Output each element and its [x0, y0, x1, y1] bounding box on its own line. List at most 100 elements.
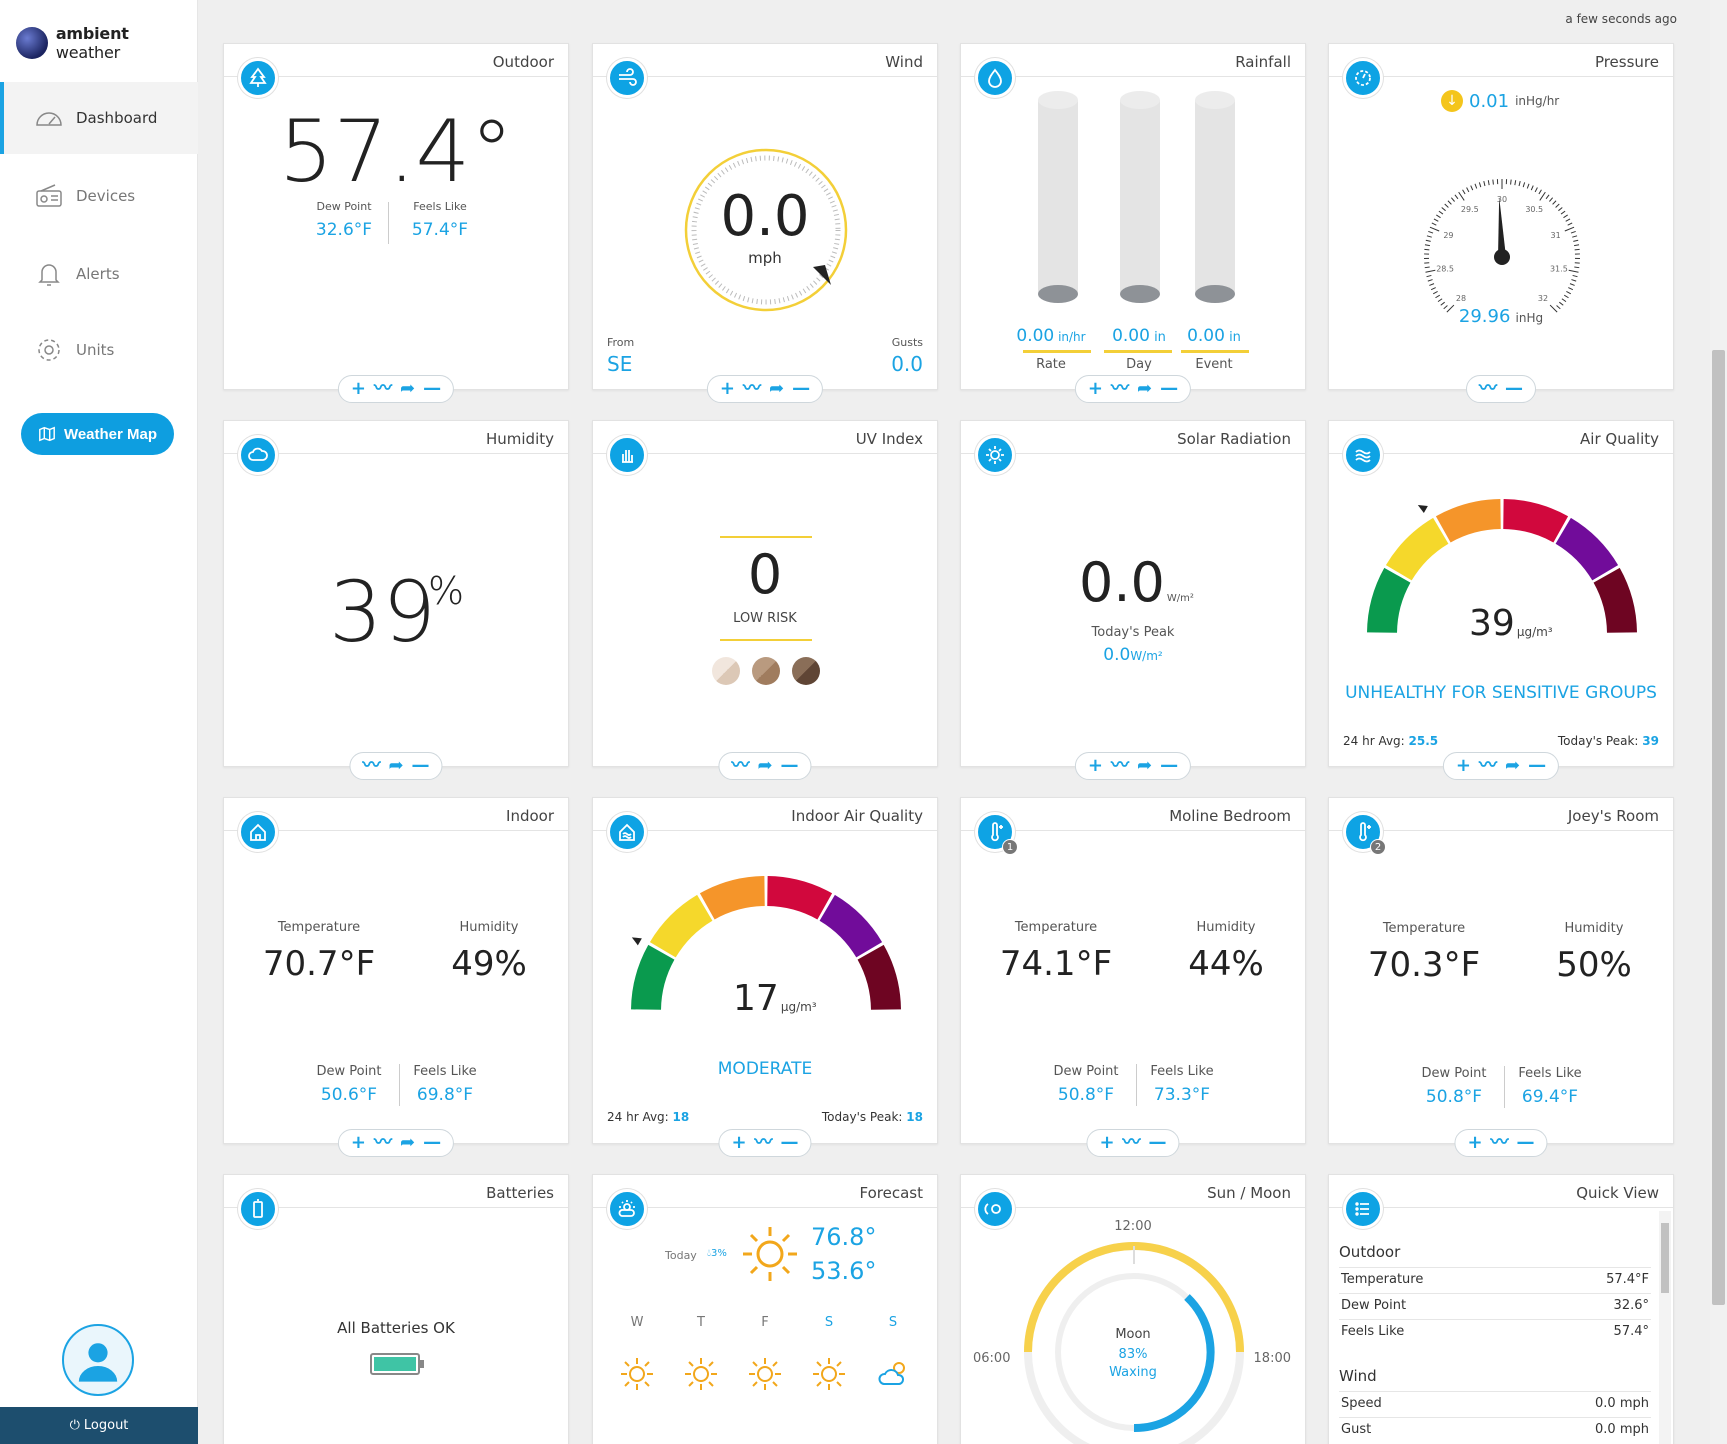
- air-quality-card: Air Quality 39 µg/m³ UNHEALTHY FOR SENSIT…: [1328, 420, 1674, 780]
- forecast-high: 76.8°: [811, 1223, 877, 1251]
- add-icon[interactable]: +: [719, 378, 735, 399]
- uv-card: UV Index 0 LOW RISK 〰 ➦ —: [592, 420, 938, 780]
- minimize-icon[interactable]: —: [1505, 378, 1523, 399]
- rate-gauge: [1038, 91, 1078, 303]
- divider: [399, 1064, 400, 1106]
- add-icon[interactable]: +: [1467, 1132, 1483, 1153]
- card-title: Outdoor: [492, 53, 554, 71]
- share-icon[interactable]: ➦: [400, 378, 416, 399]
- page-scrollbar[interactable]: [1710, 0, 1727, 1444]
- batteries-card: Batteries All Batteries OK: [223, 1174, 569, 1444]
- gauge-segment: [1367, 567, 1411, 634]
- chart-icon[interactable]: 〰: [1479, 378, 1497, 399]
- gauge-tick-label: 30: [1497, 195, 1507, 204]
- add-icon[interactable]: +: [1455, 755, 1471, 776]
- minimize-icon[interactable]: —: [780, 755, 799, 776]
- iaq-avg: 24 hr Avg: 18: [607, 1110, 689, 1124]
- chart-icon[interactable]: 〰: [374, 1132, 392, 1153]
- share-icon[interactable]: ➦: [388, 755, 404, 776]
- feels-like-label: Feels Like: [413, 1064, 477, 1079]
- minimize-icon[interactable]: —: [1160, 755, 1179, 776]
- uv-bottom-bar: [720, 639, 812, 641]
- chart-icon[interactable]: 〰: [1479, 755, 1497, 776]
- chart-icon[interactable]: 〰: [1122, 1132, 1141, 1153]
- solar-unit: W/m²: [1166, 593, 1194, 604]
- minimize-icon[interactable]: —: [1516, 1132, 1535, 1153]
- solar-peak: 0.0W/m²: [961, 645, 1305, 665]
- chart-icon[interactable]: 〰: [731, 755, 750, 776]
- gauge-segment: [819, 894, 883, 958]
- user-avatar[interactable]: [62, 1324, 134, 1396]
- iaq-peak-label: Today's Peak:: [821, 1110, 903, 1124]
- sidebar-item-devices[interactable]: Devices: [0, 160, 198, 232]
- sun-moon-dial: [1024, 1242, 1244, 1444]
- add-icon[interactable]: +: [350, 1132, 366, 1153]
- share-icon[interactable]: ➦: [769, 378, 785, 399]
- card-title: Moline Bedroom: [1169, 807, 1291, 825]
- chart-icon[interactable]: 〰: [754, 1132, 773, 1153]
- dew-point-label: Dew Point: [316, 200, 372, 213]
- share-icon[interactable]: ➦: [400, 1132, 416, 1153]
- share-icon[interactable]: ➦: [1137, 378, 1153, 399]
- air-value: 39: [1469, 603, 1515, 644]
- share-icon[interactable]: ➦: [757, 755, 773, 776]
- pressure-gauge: 28 28.5 29 29.5 30 30.5 31 31.5 32: [1424, 179, 1580, 313]
- rain-rate-unit: in/hr: [1054, 330, 1086, 344]
- gauge-tick: [1563, 294, 1569, 299]
- gauge-tick: [1571, 279, 1577, 282]
- minimize-icon[interactable]: —: [423, 1132, 442, 1153]
- air-quality-gauge: [1367, 499, 1637, 634]
- minimize-icon[interactable]: —: [1528, 755, 1547, 776]
- card-controls: + 〰 ➦ —: [1442, 752, 1560, 780]
- sidebar-item-alerts[interactable]: Alerts: [0, 238, 198, 310]
- page-scrollbar-thumb[interactable]: [1712, 350, 1725, 1305]
- chart-icon[interactable]: 〰: [374, 378, 392, 399]
- minimize-icon[interactable]: —: [780, 1132, 799, 1153]
- add-icon[interactable]: +: [350, 378, 366, 399]
- brand-logo[interactable]: ambient weather: [16, 24, 197, 62]
- outdoor-card: Outdoor 57.4° Dew Point 32.6°F Feels Lik…: [223, 43, 569, 403]
- scrollbar-thumb[interactable]: [1661, 1223, 1669, 1293]
- card-title: Indoor Air Quality: [791, 807, 923, 825]
- chart-icon[interactable]: 〰: [1111, 378, 1129, 399]
- minimize-icon[interactable]: —: [1148, 1132, 1167, 1153]
- sidebar-item-units[interactable]: Units: [0, 314, 198, 386]
- gauge-tick: [1470, 185, 1474, 191]
- time-noon: 12:00: [1114, 1219, 1152, 1234]
- minimize-icon[interactable]: —: [792, 378, 811, 399]
- share-icon[interactable]: ➦: [1137, 755, 1153, 776]
- chart-icon[interactable]: 〰: [1490, 1132, 1509, 1153]
- minimize-icon[interactable]: —: [1160, 378, 1179, 399]
- quick-row-label: Speed: [1341, 1396, 1382, 1411]
- solar-peak-value: 0.0: [1103, 645, 1131, 665]
- partly-cloudy-icon: [875, 1356, 911, 1396]
- add-icon[interactable]: +: [1087, 378, 1103, 399]
- gauge-tick: [1570, 230, 1576, 234]
- forecast-day: F: [740, 1315, 790, 1396]
- bell-icon: [38, 264, 60, 286]
- scrollbar[interactable]: [1659, 1211, 1671, 1444]
- card-title: Wind: [885, 53, 923, 71]
- minimize-icon[interactable]: —: [423, 378, 442, 399]
- thermometer-icon: 2: [1343, 812, 1386, 855]
- weather-map-button[interactable]: Weather Map: [21, 413, 174, 455]
- logout-button[interactable]: ⏻ Logout: [0, 1407, 198, 1444]
- air-peak-value: 39: [1642, 734, 1659, 748]
- share-icon[interactable]: ➦: [1505, 755, 1521, 776]
- gauge-needle: [1498, 197, 1506, 258]
- gauge-tick: [1560, 210, 1566, 215]
- chart-icon[interactable]: 〰: [743, 378, 761, 399]
- sun-icon: [743, 1227, 797, 1281]
- chart-icon[interactable]: 〰: [362, 755, 381, 776]
- gauge-tick: [1437, 298, 1443, 303]
- add-icon[interactable]: +: [731, 1132, 747, 1153]
- add-icon[interactable]: +: [1099, 1132, 1115, 1153]
- sidebar-item-dashboard[interactable]: Dashboard: [0, 82, 198, 154]
- card-controls: + 〰 —: [1454, 1129, 1548, 1157]
- chart-icon[interactable]: 〰: [1111, 755, 1129, 776]
- gauge-segment: [1435, 499, 1502, 543]
- minimize-icon[interactable]: —: [411, 755, 430, 776]
- add-icon[interactable]: +: [1087, 755, 1103, 776]
- humidity-value: 44%: [1188, 944, 1264, 984]
- time-sunrise: 06:00: [973, 1351, 1011, 1366]
